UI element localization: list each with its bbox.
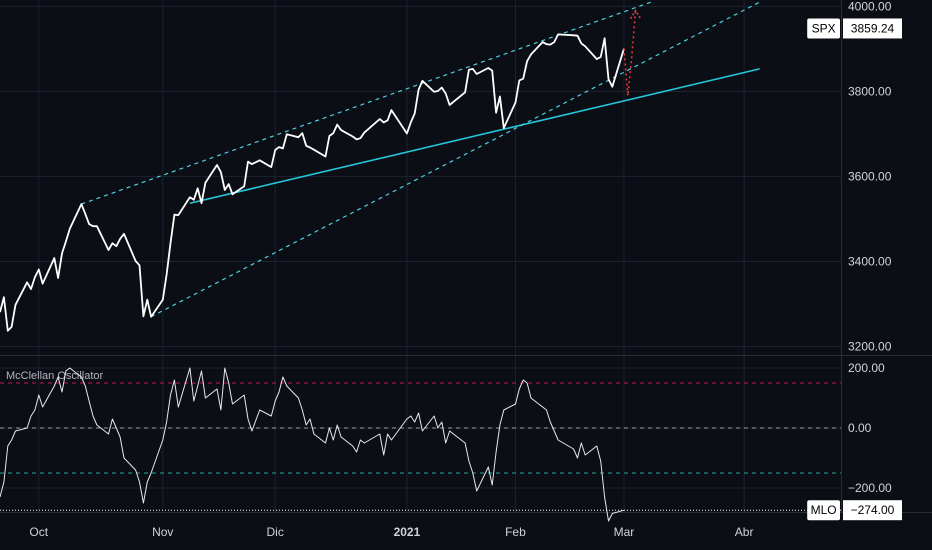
mclellan-oscillator-line[interactable] — [0, 367, 625, 522]
oscillator-axis-label: −200.00 — [848, 481, 892, 495]
time-axis[interactable]: Oct Nov Dic 2021 Feb Mar Abr — [29, 525, 753, 539]
price-axis-label: 3800.00 — [848, 84, 892, 98]
spx-price-line[interactable] — [0, 33, 625, 332]
time-axis-label: Abr — [735, 525, 754, 539]
price-axis-label: 4000.00 — [848, 0, 892, 13]
price-axis-label: 3200.00 — [848, 339, 892, 353]
price-axis[interactable]: 3200.00 3400.00 3600.00 3800.00 4000.00 200.0… — [848, 0, 892, 495]
spx-name-tag — [807, 18, 840, 39]
channel-trendline[interactable] — [150, 1, 760, 318]
price-axis-label: 3400.00 — [848, 254, 892, 268]
time-axis-label: Nov — [152, 525, 173, 539]
time-axis-label: Feb — [505, 525, 526, 539]
support-trendline[interactable] — [189, 68, 760, 205]
spx-value-label: 3859.24 — [851, 21, 895, 35]
time-axis-label: Oct — [29, 525, 48, 539]
last-value-tags: SPX 3859.24 MLO −274.00 — [807, 18, 902, 521]
oscillator-axis-label: 0.00 — [848, 421, 872, 435]
oscillator-pane[interactable]: McClellan Oscillator — [0, 367, 841, 522]
time-axis-label: 2021 — [394, 525, 421, 539]
spx-value-tag — [843, 18, 902, 39]
mlo-value-label: −274.00 — [851, 503, 895, 517]
grid-layer — [0, 0, 841, 512]
mlo-value-tag — [843, 500, 902, 521]
oscillator-axis-label: 200.00 — [848, 361, 885, 375]
mlo-name-tag — [807, 500, 840, 521]
price-pane[interactable] — [0, 1, 760, 332]
price-axis-label: 3600.00 — [848, 169, 892, 183]
spx-name-label: SPX — [812, 21, 836, 35]
time-axis-label: Dic — [266, 525, 283, 539]
oscillator-title: McClellan Oscillator — [6, 370, 104, 382]
mlo-name-label: MLO — [811, 503, 837, 517]
time-axis-label: Mar — [614, 525, 635, 539]
forecast-arrow-path[interactable] — [623, 10, 637, 96]
forecast-arrowhead[interactable] — [629, 9, 642, 20]
